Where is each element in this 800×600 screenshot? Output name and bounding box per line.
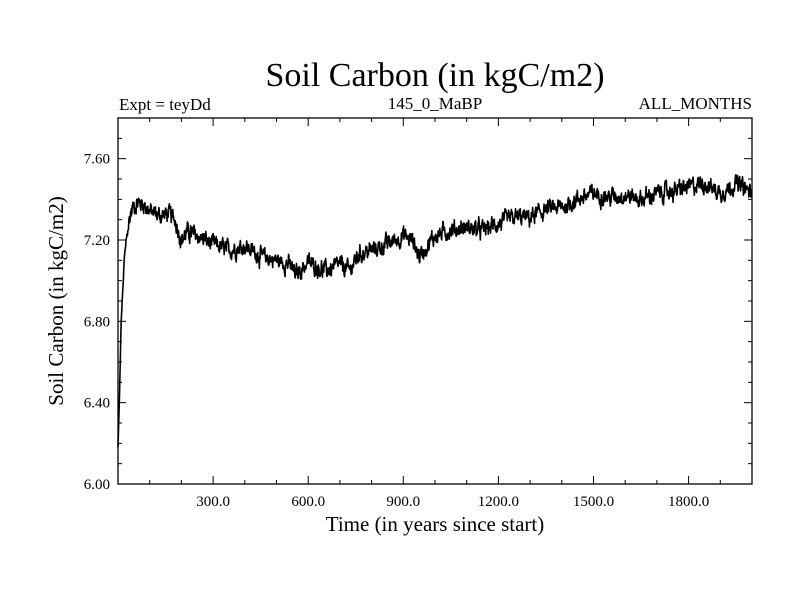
tick-marks [117, 117, 753, 485]
tick-labels: 300.0 600.0 900.0 1200.0 1500.0 1800.0 6.00 6.4… [84, 152, 709, 510]
soil-carbon-series-line [117, 174, 753, 448]
x-tick-label: 900.0 [386, 494, 420, 510]
y-tick-label: 7.60 [84, 152, 110, 168]
y-tick-label: 6.00 [84, 477, 110, 493]
y-tick-label: 6.40 [84, 396, 110, 412]
plot-frame [117, 117, 753, 485]
x-tick-label: 1800.0 [668, 494, 709, 510]
subtitle-right: ALL_MONTHS [639, 94, 752, 113]
y-tick-label: 6.80 [84, 314, 110, 330]
series-lines [117, 174, 753, 448]
y-axis-label: Soil Carbon (in kgC/m2) [44, 196, 68, 405]
x-tick-label: 1500.0 [573, 494, 614, 510]
subtitle-left: Expt = teyDd [119, 95, 211, 114]
subtitle-center: 145_0_MaBP [388, 94, 482, 113]
x-tick-label: 1200.0 [478, 494, 519, 510]
chart-title: Soil Carbon (in kgC/m2) [265, 57, 604, 94]
x-axis-label: Time (in years since start) [326, 512, 545, 536]
x-tick-label: 300.0 [196, 494, 230, 510]
y-tick-label: 7.20 [84, 233, 110, 249]
x-tick-label: 600.0 [291, 494, 325, 510]
